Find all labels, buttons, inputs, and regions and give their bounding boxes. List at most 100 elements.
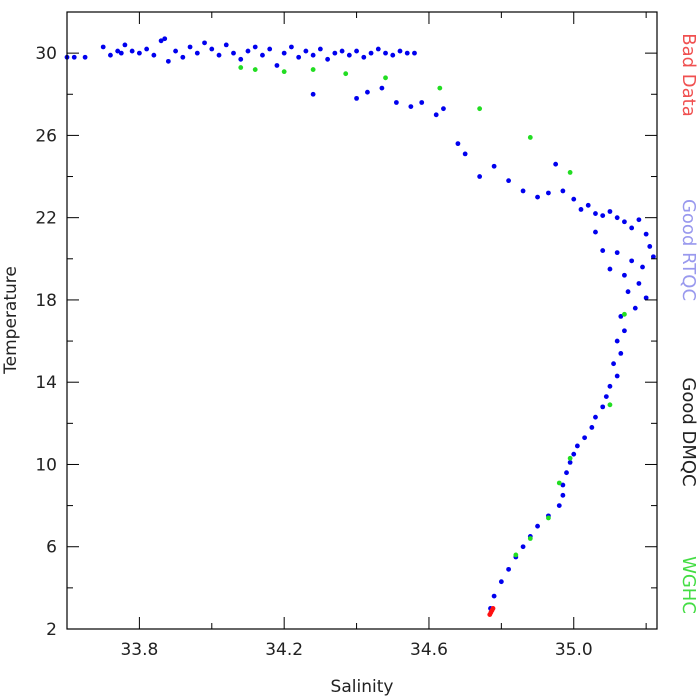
data-point	[437, 85, 443, 91]
y-tick-label: 2	[46, 620, 57, 640]
data-point	[296, 54, 302, 60]
data-point	[574, 443, 580, 449]
data-point	[643, 295, 649, 301]
data-point	[383, 75, 388, 81]
x-tick-label: 33.8	[120, 640, 158, 660]
y-tick-label: 6	[46, 538, 57, 558]
data-point	[173, 48, 178, 54]
data-point	[238, 65, 244, 70]
data-point	[498, 579, 504, 585]
data-point	[129, 48, 135, 54]
data-point	[462, 151, 468, 157]
plot-frame	[66, 11, 658, 630]
data-point	[379, 85, 385, 91]
data-point	[325, 56, 331, 62]
y-tick-label: 14	[35, 373, 57, 393]
data-point	[600, 404, 606, 410]
data-point	[560, 188, 566, 194]
data-point	[618, 351, 624, 356]
data-point	[281, 69, 287, 75]
data-point	[607, 383, 613, 389]
data-point	[136, 50, 142, 56]
data-point	[433, 112, 439, 118]
data-point	[607, 266, 613, 272]
data-point	[527, 536, 533, 541]
data-point	[216, 52, 222, 58]
data-point	[553, 161, 559, 167]
data-point	[303, 48, 309, 54]
data-point	[108, 52, 113, 58]
data-point	[252, 67, 258, 72]
data-point	[365, 89, 370, 95]
x-tick-label: 34.6	[410, 640, 448, 660]
data-point	[361, 54, 367, 60]
data-point	[614, 338, 620, 344]
data-point	[317, 46, 323, 52]
data-point	[274, 63, 280, 68]
x-axis-label: Salinity	[331, 677, 394, 697]
data-point	[571, 196, 577, 202]
data-point	[310, 91, 316, 97]
legend: Bad Data Good RTQC Good DMQC WGHC	[678, 33, 699, 614]
data-point	[180, 54, 186, 60]
data-point	[535, 194, 540, 200]
data-point	[571, 451, 577, 457]
data-point	[556, 503, 562, 508]
data-point	[618, 313, 624, 319]
data-point	[622, 219, 627, 225]
data-point	[122, 42, 128, 48]
data-point	[252, 44, 258, 50]
data-point	[354, 48, 359, 54]
data-point	[582, 435, 588, 441]
data-point	[245, 48, 251, 54]
data-point	[223, 42, 229, 48]
data-point	[564, 470, 569, 476]
data-point	[600, 213, 606, 219]
legend-item: Good DMQC	[678, 377, 699, 486]
data-point	[535, 523, 540, 529]
data-point	[556, 480, 562, 486]
y-tick-label: 26	[35, 126, 57, 146]
data-point	[622, 272, 627, 278]
data-point	[622, 328, 627, 334]
data-point	[310, 52, 316, 58]
data-point	[419, 100, 425, 105]
data-point	[238, 56, 244, 62]
data-point	[600, 248, 606, 253]
data-point	[567, 455, 573, 461]
x-tick-label: 35.0	[555, 640, 593, 660]
data-point	[593, 211, 598, 216]
x-tick-label: 34.2	[265, 640, 303, 660]
data-point	[520, 544, 526, 550]
data-point	[614, 215, 620, 221]
data-point	[393, 100, 399, 105]
data-point	[165, 58, 171, 64]
data-point	[209, 46, 215, 52]
data-point	[629, 258, 635, 264]
data-point	[636, 217, 642, 223]
data-point	[622, 311, 627, 317]
data-point	[560, 492, 566, 498]
data-point	[390, 52, 396, 58]
data-point	[368, 50, 374, 56]
data-point	[520, 188, 526, 194]
data-point	[202, 40, 207, 46]
data-point	[118, 50, 124, 56]
data-point	[647, 244, 653, 249]
data-point	[404, 50, 410, 56]
data-point	[650, 254, 656, 260]
data-point	[158, 38, 164, 44]
data-point	[643, 231, 649, 237]
data-point	[527, 135, 533, 140]
data-point	[455, 141, 461, 147]
data-point	[567, 460, 573, 465]
data-point	[289, 44, 294, 50]
data-point	[491, 163, 497, 169]
data-point	[231, 50, 236, 56]
data-point	[607, 402, 613, 408]
data-point	[71, 54, 77, 60]
data-point	[491, 593, 497, 599]
data-point	[194, 50, 200, 56]
data-point	[560, 482, 566, 488]
